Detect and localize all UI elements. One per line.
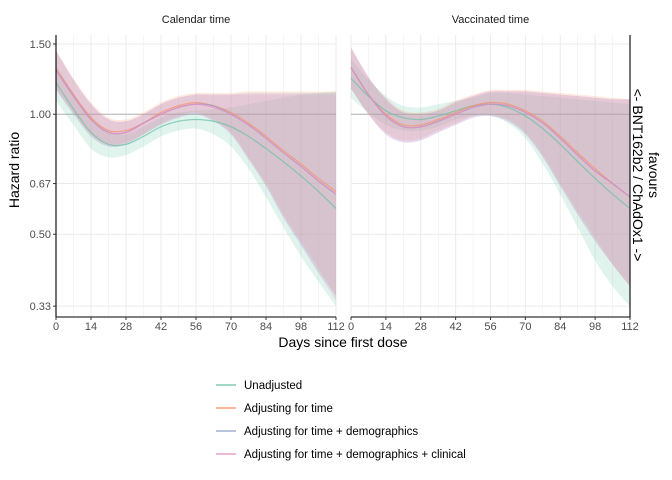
y-axis-title: Hazard ratio bbox=[6, 132, 22, 208]
x-tick-label: 70 bbox=[519, 321, 531, 333]
y-tick-label: 0.67 bbox=[30, 179, 51, 191]
y-tick-label: 0.33 bbox=[30, 301, 51, 313]
ci-ribbon-unadjusted bbox=[56, 64, 336, 307]
x-tick-label: 98 bbox=[589, 321, 601, 333]
x-tick-label: 84 bbox=[554, 321, 566, 333]
x-tick-label: 84 bbox=[260, 321, 272, 333]
line-adjusting-for-time bbox=[350, 67, 631, 198]
legend-item-unadjusted: Unadjusted bbox=[216, 380, 302, 392]
legend-item-adjusting-for-time-demographics: Adjusting for time + demographics bbox=[216, 426, 418, 438]
y-tick-label: 1.50 bbox=[30, 39, 51, 51]
ci-ribbon-adjusting-for-time-demographics-clinical bbox=[56, 51, 336, 302]
legend-label: Unadjusted bbox=[244, 380, 302, 392]
panel-calendar-time: 0 14 28 42 56 70 84 98 112 0.33 0.50 0.67 1.00 1.50 Ca… bbox=[30, 14, 345, 333]
legend-label: Adjusting for time + demographics + clin… bbox=[244, 449, 466, 461]
legend-label: Adjusting for time + demographics bbox=[244, 426, 418, 438]
line-adjusting-for-time-demographics-clinical bbox=[350, 67, 631, 198]
panel-title: Calendar time bbox=[162, 14, 230, 26]
right-label-favours: favours bbox=[646, 152, 662, 198]
line-unadjusted bbox=[55, 82, 337, 209]
x-tick-label: 0 bbox=[53, 321, 59, 333]
x-tick-label: 112 bbox=[327, 321, 345, 333]
x-tick-label: 56 bbox=[190, 321, 202, 333]
y-tick-label: 1.00 bbox=[30, 109, 51, 121]
line-adjusting-for-time bbox=[55, 68, 337, 192]
x-tick-label: 28 bbox=[120, 321, 132, 333]
ci-ribbon-adjusting-for-time bbox=[56, 49, 336, 296]
x-tick-label: 42 bbox=[155, 321, 167, 333]
x-tick-label: 14 bbox=[380, 321, 392, 333]
x-tick-label: 14 bbox=[85, 321, 97, 333]
ci-ribbon-adjusting-for-time-demographics bbox=[56, 51, 336, 296]
x-axis-title: Days since first dose bbox=[278, 334, 407, 350]
panels-layer: 0 14 28 42 56 70 84 98 112 0.33 0.50 0.67 1.00 1.50 Ca… bbox=[30, 14, 639, 333]
x-tick-label: 0 bbox=[348, 321, 354, 333]
y-tick-label: 0.50 bbox=[30, 229, 51, 241]
panel-vaccinated-time: 0 14 28 42 56 70 84 98 112 Vaccinated time bbox=[348, 14, 639, 333]
x-tick-label: 42 bbox=[450, 321, 462, 333]
x-tick-label: 70 bbox=[225, 321, 237, 333]
ci-ribbon-adjusting-for-time-demographics-clinical bbox=[351, 47, 630, 287]
ci-ribbon-adjusting-for-time bbox=[351, 47, 630, 287]
legend-item-adjusting-for-time: Adjusting for time bbox=[216, 403, 333, 415]
x-tick-label: 56 bbox=[484, 321, 496, 333]
line-adjusting-for-time-demographics-clinical bbox=[55, 69, 337, 195]
ci-ribbon-adjusting-for-time-demographics bbox=[351, 47, 630, 287]
legend-item-adjusting-for-time-demographics-clinical: Adjusting for time + demographics + clin… bbox=[216, 449, 466, 461]
ci-ribbon-unadjusted bbox=[351, 58, 630, 307]
x-tick-label: 112 bbox=[621, 321, 639, 333]
x-tick-label: 28 bbox=[415, 321, 427, 333]
x-tick-label: 98 bbox=[295, 321, 307, 333]
panel-title: Vaccinated time bbox=[452, 14, 529, 26]
legend-label: Adjusting for time bbox=[244, 403, 333, 415]
legend: Unadjusted Adjusting for time Adjusting fo… bbox=[216, 380, 466, 461]
right-label-vaccines: <- BNT162b2 / ChAdOx1 -> bbox=[630, 89, 646, 262]
